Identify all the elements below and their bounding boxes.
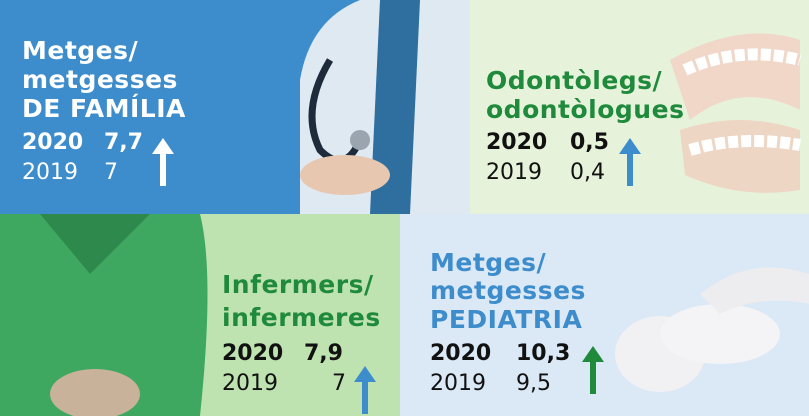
- year: 2019: [486, 160, 542, 185]
- value: 7: [104, 160, 118, 185]
- photo-baby: [615, 267, 809, 392]
- title-line: DE FAMÍLIA: [22, 94, 186, 123]
- value: 9,5: [516, 371, 551, 396]
- value: 7,9: [304, 341, 343, 366]
- title-line: metgesses: [430, 276, 586, 305]
- title-line: Metges/: [430, 248, 547, 277]
- panel-family: Metges/ metgesses DE FAMÍLIA 2020 7,7 201…: [0, 0, 470, 214]
- title-line: Metges/: [22, 36, 139, 65]
- year: 2020: [486, 130, 548, 155]
- row: 2020 10,3: [430, 341, 570, 366]
- row: 2020 7,7: [22, 130, 143, 155]
- row: 2019 0,4: [486, 160, 605, 185]
- arrow-up: [354, 366, 376, 414]
- arrow-up: [582, 346, 604, 394]
- title-line: odontòlogues: [486, 95, 685, 124]
- photo-nurse: [0, 214, 208, 416]
- arrow-up: [152, 138, 174, 186]
- panel-nurses: Infermers/ infermeres 2020 7,9 2019 7: [0, 214, 400, 416]
- year: 2019: [222, 371, 278, 396]
- value: 0,4: [570, 160, 605, 185]
- row: 2020 0,5: [486, 130, 609, 155]
- panel-pediatrics: Metges/ metgesses PEDIATRIA 2020 10,3 201…: [400, 214, 809, 416]
- value: 0,5: [570, 130, 609, 155]
- year: 2019: [22, 160, 78, 185]
- title-line: metgesses: [22, 65, 178, 94]
- title-line: Infermers/: [222, 270, 374, 299]
- row: 2019 7: [222, 371, 346, 396]
- value: 7,7: [104, 130, 143, 155]
- title-line: PEDIATRIA: [430, 305, 583, 334]
- arrow-up: [619, 138, 641, 186]
- year: 2019: [430, 371, 486, 396]
- row: 2019 7: [22, 160, 118, 185]
- photo-teeth: [670, 33, 802, 193]
- year: 2020: [22, 130, 84, 155]
- row: 2020 7,9: [222, 341, 343, 366]
- year: 2020: [222, 341, 284, 366]
- panel-dentists: Odontòlegs/ odontòlogues 2020 0,5 2019 0,4: [470, 0, 809, 214]
- title-line: infermeres: [222, 303, 381, 332]
- value: 7: [332, 371, 346, 396]
- value: 10,3: [516, 341, 571, 366]
- row: 2019 9,5: [430, 371, 551, 396]
- title-line: Odontòlegs/: [486, 66, 663, 95]
- year: 2020: [430, 341, 492, 366]
- photo-doctor: [300, 0, 470, 214]
